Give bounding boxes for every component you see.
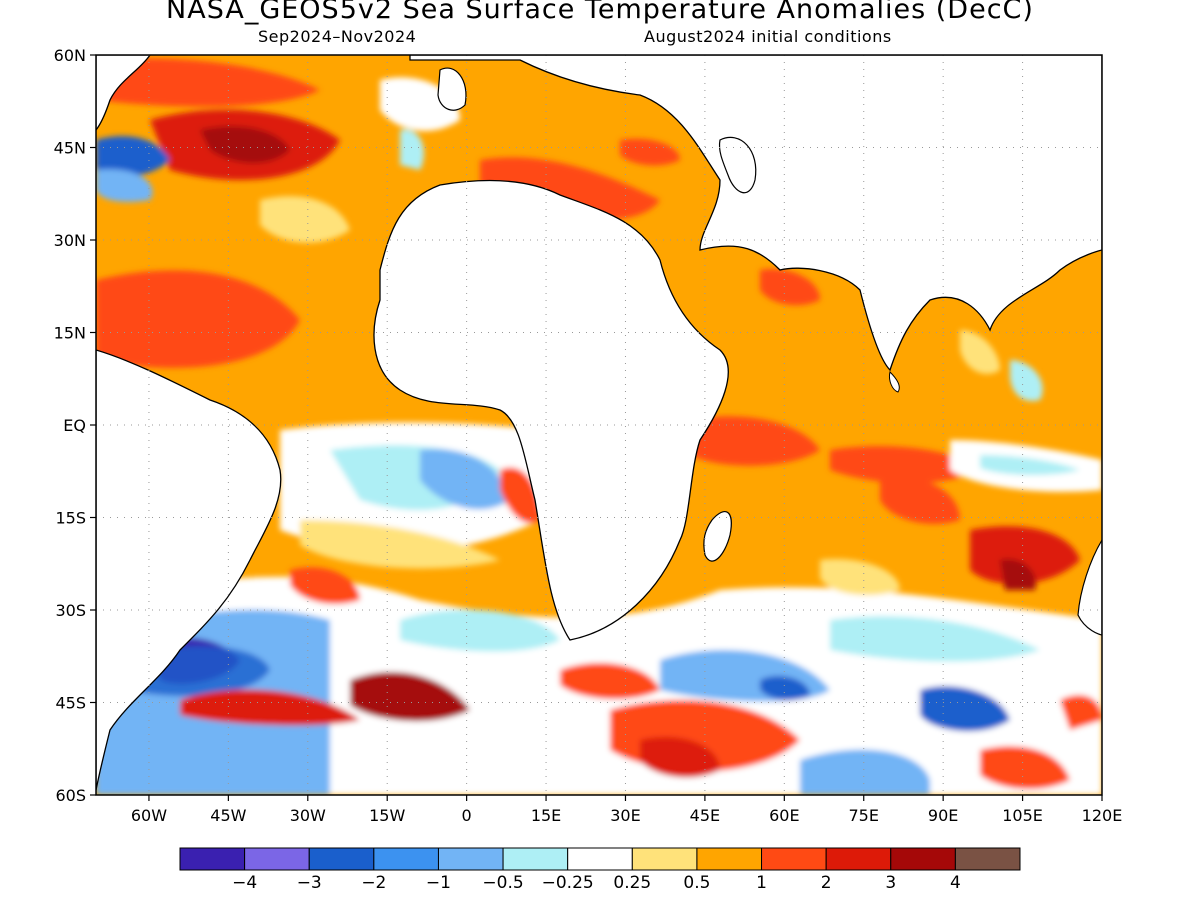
colorbar-swatch (437, 847, 504, 871)
colorbar-swatch (761, 847, 827, 871)
colorbar-label: 4 (950, 873, 961, 893)
lon-tick-label: 15W (369, 806, 405, 825)
lat-tick-label: 30S (55, 601, 86, 620)
colorbar-swatch (244, 847, 310, 871)
continent-north-america (96, 55, 151, 132)
lat-tick-label: EQ (63, 416, 86, 435)
colorbar-swatch (825, 847, 892, 871)
lon-tick-label: 30W (290, 806, 326, 825)
forecast-period: Sep2024–Nov2024 (258, 27, 417, 46)
continent-africa-eurasia (373, 55, 1102, 641)
colorbar-label: −2 (361, 873, 386, 893)
colorbar: −4 −3 −2 −1 −0.5 −0.25 0.25 0.5 1 2 3 4 (179, 847, 1021, 893)
continent-south-america (96, 349, 282, 791)
lon-tick-label: 15E (531, 806, 561, 825)
lat-tick-label: 15S (55, 509, 86, 528)
lon-tick-label: 105E (1002, 806, 1043, 825)
lon-tick-label: 75E (849, 806, 879, 825)
australia (1077, 538, 1102, 636)
colorbar-label: 0.25 (613, 873, 651, 893)
colorbar-swatch (179, 847, 246, 871)
lat-tick-label: 45N (54, 139, 86, 158)
grid-lines (96, 55, 1102, 795)
colorbar-swatch (696, 847, 763, 871)
colorbar-label: −4 (232, 873, 257, 893)
lon-tick-label: 0 (462, 806, 472, 825)
lat-tick-label: 30N (54, 231, 86, 250)
lon-tick-label: 45E (690, 806, 720, 825)
madagascar (703, 510, 732, 562)
colorbar-swatch (502, 847, 569, 871)
india-sri-lanka (889, 371, 900, 393)
colorbar-swatch (954, 847, 1021, 871)
land-masses (96, 55, 1102, 791)
lon-tick-label: 60E (769, 806, 799, 825)
lat-tick-label: 60S (55, 786, 86, 805)
lon-axis: 60W 45W 30W 15W 0 15E 30E 45E 60E 75E 90E 105E 120E (131, 795, 1122, 825)
colorbar-label: 2 (821, 873, 832, 893)
colorbar-swatch (890, 847, 956, 871)
lon-tick-label: 60W (131, 806, 167, 825)
colorbar-swatch (567, 847, 633, 871)
lon-tick-label: 30E (610, 806, 640, 825)
colorbar-label: −3 (297, 873, 322, 893)
lon-tick-label: 90E (928, 806, 958, 825)
map-title: NASA_GEOS5v2 Sea Surface Temperature Ano… (166, 0, 1034, 25)
colorbar-label: 1 (756, 873, 767, 893)
british-isles (437, 67, 467, 111)
colorbar-label: −0.25 (542, 873, 594, 893)
colorbar-swatch (631, 847, 698, 871)
lat-tick-label: 45S (55, 694, 86, 713)
lat-tick-label: 60N (54, 46, 86, 65)
colorbar-label: 0.5 (683, 873, 710, 893)
lat-axis: 60N 45N 30N 15N EQ 15S 30S 45S 60S (54, 46, 96, 805)
caspian-sea (718, 136, 757, 194)
colorbar-label: −1 (426, 873, 451, 893)
colorbar-label: −0.5 (482, 873, 523, 893)
lon-tick-label: 45W (210, 806, 246, 825)
colorbar-swatch (308, 847, 375, 871)
lon-tick-label: 120E (1082, 806, 1123, 825)
lat-tick-label: 15N (54, 324, 86, 343)
map-frame (95, 54, 1103, 796)
colorbar-swatch (373, 847, 439, 871)
colorbar-label: 3 (885, 873, 896, 893)
initial-conditions: August2024 initial conditions (644, 27, 892, 46)
